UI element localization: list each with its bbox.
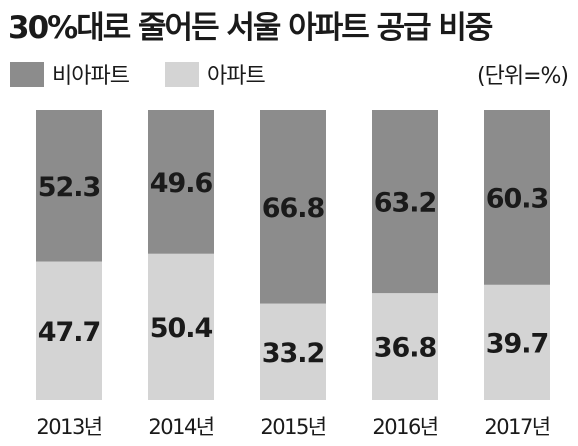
x-tick-label-2017년: 2017년 <box>484 415 549 439</box>
unit-label: (단위=%) <box>477 64 569 89</box>
value-label-non-apartment-2017년: 60.3 <box>486 183 549 214</box>
chart-title: 30%대로 줄어든 서울 아파트 공급 비중 <box>8 10 493 46</box>
legend-label-apartment: 아파트 <box>206 64 266 89</box>
value-label-apartment-2014년: 50.4 <box>150 313 213 344</box>
bar-non-apartment-2016년 <box>372 110 438 294</box>
value-label-apartment-2016년: 36.8 <box>374 333 437 364</box>
bar-apartment-2014년 <box>148 253 214 400</box>
value-label-non-apartment-2013년: 52.3 <box>38 172 101 203</box>
value-label-apartment-2015년: 33.2 <box>262 338 325 369</box>
bar-apartment-2015년 <box>260 303 326 400</box>
x-tick-label-2015년: 2015년 <box>260 415 325 439</box>
bar-apartment-2016년 <box>372 293 438 400</box>
value-label-apartment-2017년: 39.7 <box>486 328 549 359</box>
bar-non-apartment-2015년 <box>260 110 326 304</box>
bar-non-apartment-2017년 <box>484 110 550 285</box>
x-tick-label-2013년: 2013년 <box>36 415 101 439</box>
bar-non-apartment-2013년 <box>36 110 102 262</box>
bar-apartment-2013년 <box>36 261 102 400</box>
x-tick-label-2014년: 2014년 <box>148 415 213 439</box>
legend: 비아파트 아파트 <box>10 58 301 90</box>
x-tick-label-2016년: 2016년 <box>372 415 437 439</box>
value-label-non-apartment-2015년: 66.8 <box>262 193 325 224</box>
value-label-non-apartment-2016년: 63.2 <box>374 188 437 219</box>
legend-item-apartment: 아파트 <box>164 58 266 90</box>
bar-apartment-2017년 <box>484 284 550 400</box>
legend-item-non-apartment: 비아파트 <box>10 58 130 90</box>
bar-non-apartment-2014년 <box>148 110 214 254</box>
value-label-non-apartment-2014년: 49.6 <box>150 168 213 199</box>
value-label-apartment-2013년: 47.7 <box>38 317 101 348</box>
legend-swatch-non-apartment <box>10 61 44 87</box>
legend-label-non-apartment: 비아파트 <box>52 64 130 89</box>
legend-swatch-apartment <box>164 61 199 87</box>
